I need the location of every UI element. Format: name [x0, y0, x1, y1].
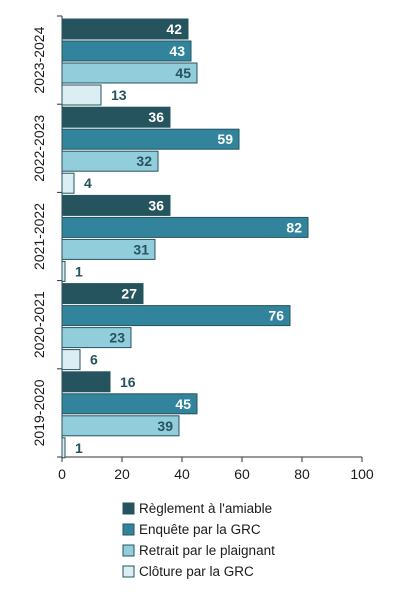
legend-swatch	[122, 565, 135, 578]
x-tick-label: 80	[294, 466, 310, 482]
bar	[61, 18, 189, 40]
bar	[61, 128, 240, 150]
data-label: 59	[217, 131, 233, 147]
legend-label: Retrait par le plaignant	[139, 543, 275, 558]
category-labels: 2023-2024 2022-2023 2021-2022 2020-2021 2019…	[31, 26, 47, 446]
data-label: 82	[286, 219, 302, 235]
data-label: 1	[75, 440, 83, 456]
data-label: 43	[169, 43, 185, 59]
legend-swatch	[122, 502, 135, 515]
bar	[61, 305, 291, 327]
bar	[61, 238, 156, 260]
data-label: 32	[136, 153, 152, 169]
data-label: 39	[157, 418, 173, 434]
data-label: 36	[148, 109, 164, 125]
data-label: 23	[109, 330, 125, 346]
bar	[61, 106, 171, 128]
data-label: 13	[111, 87, 127, 103]
bar	[61, 393, 198, 415]
data-label: 16	[120, 374, 136, 390]
category-label: 2020-2021	[31, 291, 47, 358]
legend: Règlement à l'amiable Enquête par la GRC R…	[122, 501, 275, 579]
data-label: 4	[84, 175, 92, 191]
bar	[61, 62, 198, 84]
legend-swatch	[122, 523, 135, 536]
legend-label: Règlement à l'amiable	[139, 501, 272, 516]
bar	[61, 194, 171, 216]
category-label: 2021-2022	[31, 203, 47, 270]
bar	[61, 260, 66, 282]
data-label: 1	[75, 263, 83, 279]
data-label: 31	[133, 241, 149, 257]
bar	[61, 415, 180, 437]
x-tick-label: 0	[58, 466, 66, 482]
bar	[61, 84, 102, 106]
x-tick-label: 20	[114, 466, 130, 482]
x-tick-label: 100	[350, 466, 374, 482]
x-tick-label: 40	[174, 466, 190, 482]
legend-swatch	[122, 544, 135, 557]
data-label: 45	[175, 396, 191, 412]
bar	[61, 283, 144, 305]
category-label: 2022-2023	[31, 115, 47, 182]
data-label: 42	[166, 21, 182, 37]
data-label: 6	[90, 352, 98, 368]
x-axis-ticks: 0 20 40 60 80 100	[58, 457, 374, 482]
category-label: 2019-2020	[31, 379, 47, 446]
legend-label: Clôture par la GRC	[139, 564, 254, 579]
bar	[61, 437, 66, 459]
data-label: 27	[121, 286, 137, 302]
data-label: 45	[175, 65, 191, 81]
bar	[61, 349, 81, 371]
data-label: 76	[268, 308, 284, 324]
legend-label: Enquête par la GRC	[139, 522, 261, 537]
bar	[61, 150, 159, 172]
bar	[61, 371, 111, 393]
bar	[61, 216, 309, 238]
bar	[61, 327, 132, 349]
category-label: 2023-2024	[31, 26, 47, 93]
bar	[61, 40, 192, 62]
bar	[61, 172, 75, 194]
data-label: 36	[148, 197, 164, 213]
x-tick-label: 60	[234, 466, 250, 482]
